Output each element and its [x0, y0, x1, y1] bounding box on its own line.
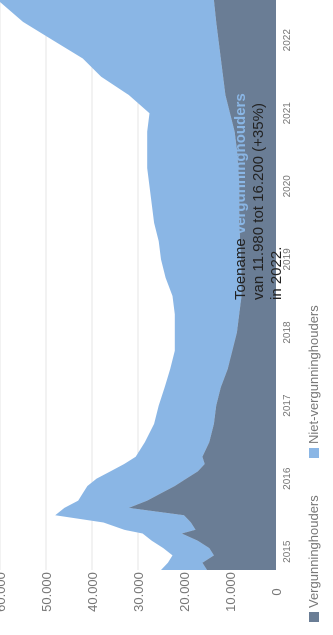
legend-item-1: Niet-vergunninghouders	[306, 305, 321, 458]
x-tick-label-2018: 2018	[282, 321, 293, 344]
annotation-highlight: vergunninghouders	[232, 93, 249, 234]
y-tick-label-3: 30.000	[131, 572, 146, 612]
x-tick-labels: 2015 2016 2017 2018 2019 2020 2021 2022	[282, 29, 293, 563]
x-tick-label-2022: 2022	[282, 29, 293, 52]
y-tick-label-0: 0	[269, 588, 284, 595]
annotation-line-2: van 11.980 tot 16.200 (+35%)	[250, 103, 267, 300]
x-tick-label-2015: 2015	[282, 540, 293, 563]
annotation: Toename vergunninghouders van 11.980 tot…	[232, 93, 285, 300]
y-tick-label-5: 50.000	[39, 572, 54, 612]
area-vergunninghouders	[128, 0, 276, 570]
x-tick-label-2019: 2019	[282, 248, 293, 271]
legend-item-0: Vergunninghouders	[306, 495, 321, 622]
legend-label-0: Vergunninghouders	[306, 495, 321, 608]
x-tick-label-2017: 2017	[282, 394, 293, 417]
legend: Vergunninghouders Niet-vergunninghouders	[306, 305, 321, 622]
y-tick-labels: 0 10.000 20.000 30.000 40.000 50.000 60.000	[0, 572, 284, 612]
y-tick-label-6: 60.000	[0, 572, 8, 612]
legend-swatch-1	[309, 448, 319, 458]
legend-swatch-0	[309, 612, 319, 622]
legend-label-1: Niet-vergunninghouders	[306, 305, 321, 444]
annotation-line-1: Toename vergunninghouders	[232, 93, 249, 300]
y-tick-label-4: 40.000	[85, 572, 100, 612]
area-series	[0, 0, 276, 570]
x-tick-label-2020: 2020	[282, 175, 293, 198]
area-niet-vergunninghouders	[0, 0, 242, 570]
y-tick-label-2: 20.000	[177, 572, 192, 612]
x-tick-label-2021: 2021	[282, 102, 293, 125]
y-tick-label-1: 10.000	[223, 572, 238, 612]
annotation-line-3: in 2022.	[268, 247, 285, 300]
annotation-prefix: Toename	[232, 234, 249, 300]
x-tick-label-2016: 2016	[282, 467, 293, 490]
